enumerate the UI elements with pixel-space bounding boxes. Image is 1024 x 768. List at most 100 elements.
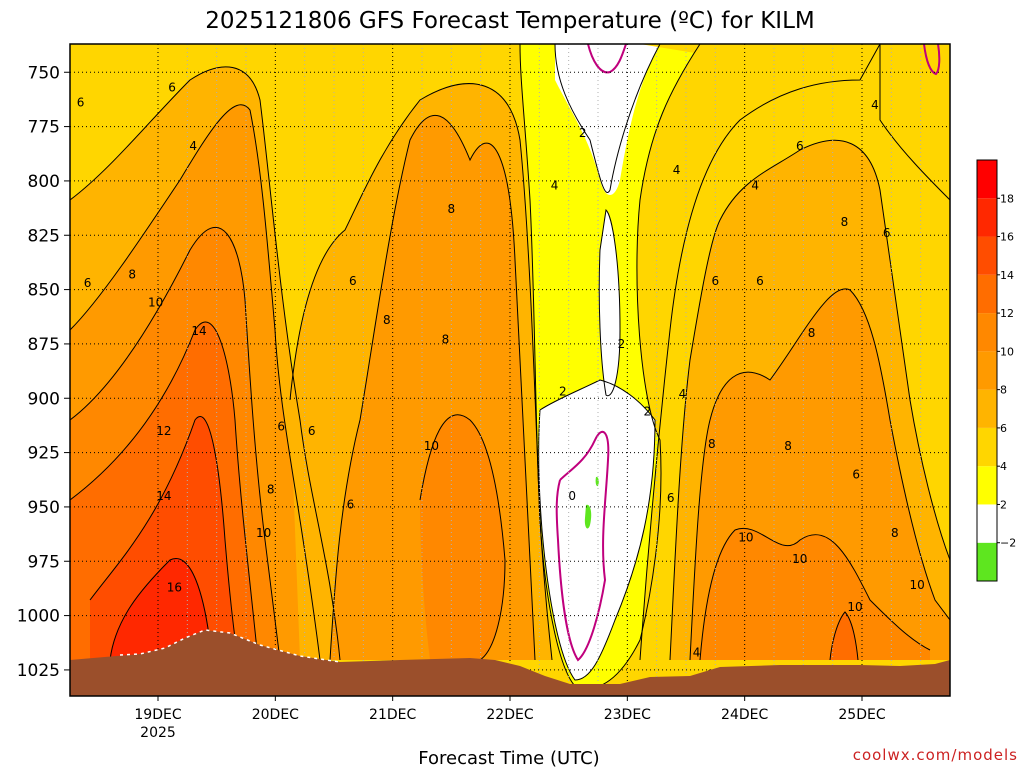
colorbar-swatch [977, 389, 997, 428]
contour-label: 4 [871, 98, 879, 112]
contour-label: 6 [308, 424, 316, 438]
colorbar-tick-label: 10 [1000, 345, 1014, 358]
contour-label: 4 [189, 139, 197, 153]
contour-line [419, 414, 506, 661]
grid-lines [70, 44, 950, 696]
y-tick-label: 975 [28, 552, 60, 572]
contour-label: 2 [559, 385, 567, 399]
chart-title: 2025121806 GFS Forecast Temperature (ºC)… [205, 8, 814, 34]
band-below-minus2 [584, 504, 592, 529]
x-tick-sublabel: 2025 [140, 725, 176, 741]
contour-label: 6 [277, 420, 285, 434]
contour-label: 6 [84, 276, 92, 290]
x-tick-label: 22DEC [486, 707, 533, 723]
contour-label: 6 [883, 226, 891, 240]
contour-label: 6 [77, 96, 85, 110]
colorbar-tick-label: 18 [1000, 192, 1014, 205]
terrain [70, 630, 950, 696]
contour-label: 10 [847, 600, 862, 614]
contour-label: 16 [167, 580, 182, 594]
colorbar-tick-label: 6 [1000, 422, 1007, 435]
contour-label: 6 [796, 139, 804, 153]
colorbar-tick-label: 16 [1000, 231, 1014, 244]
contour-label: 10 [424, 439, 439, 453]
contour-line [699, 527, 931, 661]
colorbar-swatch [977, 504, 997, 543]
contour-label: 4 [551, 178, 559, 192]
contour-label: 0 [568, 489, 576, 503]
freezing-contour [923, 44, 941, 76]
contour-line [598, 209, 621, 397]
contour-label: 14 [156, 489, 171, 503]
band-16-18-left-upper [110, 558, 212, 660]
contour-line [70, 321, 259, 661]
colorbar-swatch [977, 274, 997, 314]
contour-label: 8 [267, 483, 275, 497]
contour-label: 8 [383, 313, 391, 327]
contour-label: 8 [442, 333, 450, 347]
colorbar-swatch [977, 236, 997, 275]
x-axis-title: Forecast Time (UTC) [418, 748, 599, 768]
contour-line [89, 416, 239, 661]
contour-line [669, 139, 950, 661]
contour-label: 6 [756, 274, 764, 288]
y-tick-label: 850 [28, 281, 60, 301]
colorbar-tick-label: −2 [1000, 537, 1016, 550]
contour-label: 6 [852, 467, 860, 481]
colorbar-tick-label: 4 [1000, 460, 1007, 473]
contour-lines [70, 44, 950, 691]
band-0-2-column [599, 210, 620, 396]
colorbar: 18 16 14 12 10 8 6 4 2 −2 [976, 159, 1016, 582]
colorbar-frame [976, 159, 998, 582]
contour-line [329, 115, 536, 661]
x-tick-label: 23DEC [604, 707, 651, 723]
y-tick-label: 800 [28, 172, 60, 192]
x-tick-label: 21DEC [369, 707, 416, 723]
contour-line [70, 104, 321, 661]
contour-label: 6 [168, 80, 176, 94]
y-tick-label: 875 [28, 335, 60, 355]
contour-label: 4 [751, 178, 759, 192]
colorbar-tick-label: 2 [1000, 498, 1007, 511]
contour-label: 2 [643, 404, 651, 418]
contour-line [829, 611, 859, 661]
colorbar-tick-label: 12 [1000, 307, 1014, 320]
colorbar-swatch [977, 160, 997, 199]
contour-line [519, 44, 581, 691]
contour-label: 8 [841, 215, 849, 229]
contour-label: 6 [347, 498, 355, 512]
y-tick-label: 900 [28, 389, 60, 409]
band-below-minus2-small [595, 476, 599, 487]
contour-label: 8 [891, 526, 899, 540]
contour-label: 6 [712, 274, 720, 288]
contour-line [109, 558, 213, 661]
contour-label: 8 [128, 267, 136, 281]
terrain-edge-dashes [119, 629, 341, 663]
contour-label: 2 [579, 126, 587, 140]
contour-label: 6 [667, 491, 675, 505]
y-tick-label: 775 [28, 118, 60, 138]
contour-label: 10 [910, 578, 925, 592]
x-tick-label: 24DEC [721, 707, 768, 723]
band-0-2-center [538, 380, 655, 680]
contour-label: 4 [693, 646, 701, 660]
y-tick-label: 1025 [17, 661, 60, 681]
contour-line [70, 226, 281, 661]
contour-line [70, 66, 341, 661]
x-tick-label: 20DEC [252, 707, 299, 723]
y-tick-label: 750 [28, 63, 60, 83]
contour-labels: 6 6 4 6 8 10 14 12 14 16 6 6 8 10 6 6 8 8 8 10 4 2 2 0 2 2 4 4 6 8 6 4 8… [77, 80, 925, 681]
y-axis: 750 775 800 825 850 875 900 925 950 975 1000 1025 [17, 63, 70, 681]
contour-label: 14 [191, 324, 206, 338]
colorbar-swatch [977, 313, 997, 352]
contour-line [879, 44, 950, 201]
contour-label: 10 [738, 530, 753, 544]
contour-label: 12 [156, 424, 171, 438]
x-tick-label: 19DEC [134, 707, 181, 723]
contour-label: 10 [148, 296, 163, 310]
band-10-12-mid [420, 414, 505, 660]
contour-label: 4 [673, 163, 681, 177]
contour-line [554, 44, 661, 193]
contour-label: 10 [256, 526, 271, 540]
